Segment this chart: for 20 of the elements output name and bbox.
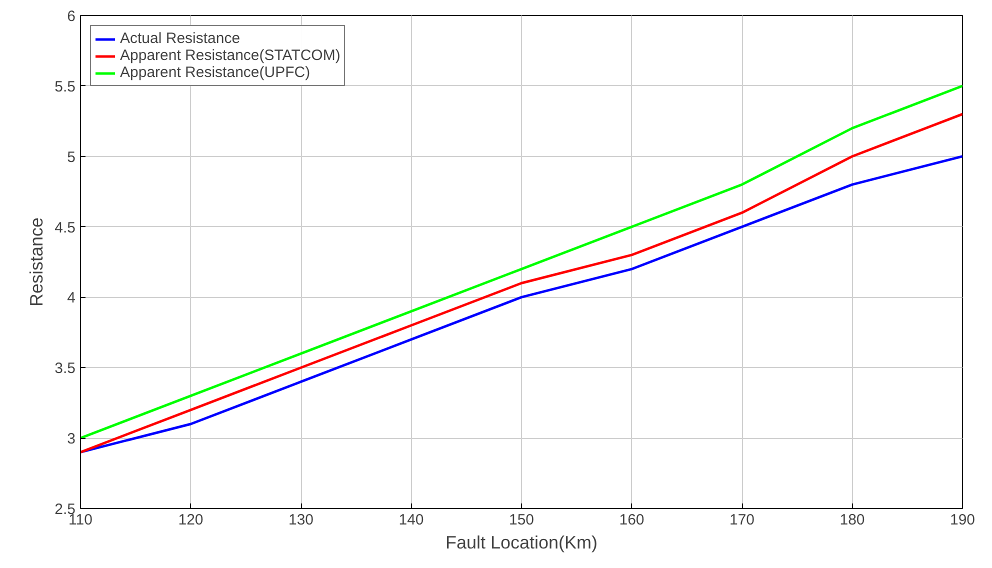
legend-label: Actual Resistance	[120, 30, 240, 47]
y-tick-label: 3.5	[54, 360, 76, 378]
x-tick-label: 150	[508, 512, 534, 528]
x-tick-label: 170	[729, 512, 755, 528]
x-tick-label: 190	[950, 512, 976, 528]
x-tick-label: 120	[178, 512, 204, 528]
y-tick-label: 4	[67, 290, 76, 307]
x-tick-label: 180	[840, 512, 865, 528]
y-tick-label: 4.5	[54, 219, 76, 236]
legend-label: Apparent Resistance(STATCOM)	[120, 47, 340, 64]
y-tick-label: 5	[67, 148, 76, 166]
x-tick-label: 140	[398, 512, 424, 528]
y-tick-label: 6	[67, 8, 76, 25]
legend-label: Apparent Resistance(UPFC)	[120, 64, 310, 81]
x-axis-title: Fault Location(Km)	[445, 532, 598, 552]
y-tick-label: 5.5	[54, 78, 76, 96]
x-tick-label: 130	[288, 512, 314, 528]
y-axis-title: Resistance	[26, 217, 47, 307]
y-tick-label: 3	[67, 430, 76, 448]
x-tick-label: 160	[619, 512, 644, 528]
